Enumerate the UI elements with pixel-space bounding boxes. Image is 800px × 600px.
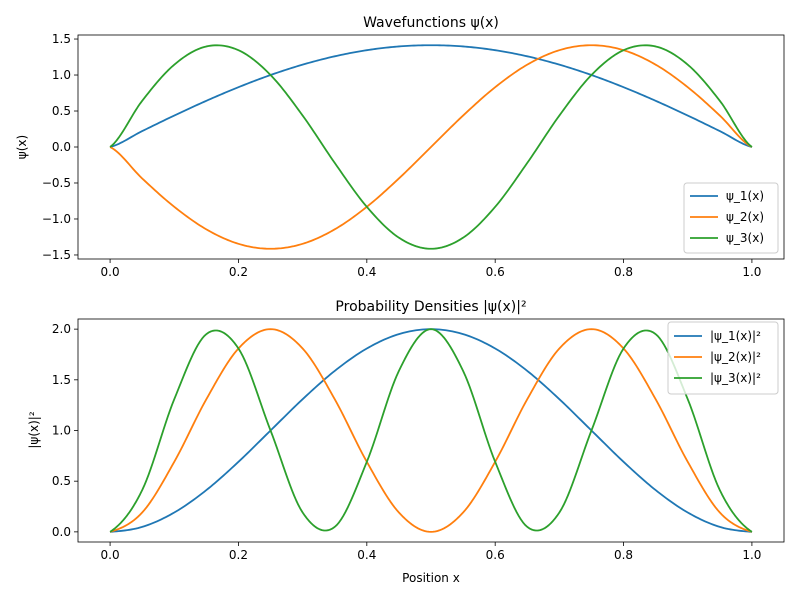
- x-tick-label: 0.4: [357, 548, 376, 562]
- series-density-3: [109, 328, 753, 533]
- y-tick-label: 0.5: [52, 474, 71, 488]
- legend-label-density1: |ψ_1(x)|²: [710, 329, 761, 343]
- y-tick-label: 1.5: [52, 32, 71, 46]
- ticks-layer: 0.0 0.2 0.4 0.6 0.8 1.0 0.0 0.5 1.0 1.5 2.0: [52, 322, 762, 562]
- x-tick-label: 1.0: [742, 265, 761, 279]
- x-tick-label: 0.4: [357, 265, 376, 279]
- series-line: [109, 328, 753, 533]
- y-axis-label: ψ(x): [15, 135, 29, 159]
- series-psi-2: [109, 44, 753, 250]
- legend: ψ_1(x) ψ_2(x) ψ_3(x): [683, 182, 779, 254]
- series-psi-1: [109, 44, 753, 148]
- y-tick-label: 0.0: [52, 140, 71, 154]
- series-line: [109, 44, 753, 148]
- y-axis-label: |ψ(x)|²: [27, 411, 41, 448]
- x-tick-label: 0.8: [614, 265, 633, 279]
- legend-label-psi2: ψ_2(x): [726, 210, 764, 224]
- chart-title: Probability Densities |ψ(x)|²: [335, 299, 526, 315]
- legend-label-psi1: ψ_1(x): [726, 189, 764, 203]
- legend-label-density3: |ψ_3(x)|²: [710, 371, 761, 385]
- legend-label-psi3: ψ_3(x): [726, 231, 764, 245]
- x-tick-label: 1.0: [742, 548, 761, 562]
- axes-frame: [77, 318, 785, 543]
- x-tick-label: 0.6: [486, 548, 505, 562]
- legend-label-density2: |ψ_2(x)|²: [710, 350, 761, 364]
- series-density-2: [109, 328, 753, 533]
- y-tick-label: 1.0: [52, 424, 71, 438]
- x-tick-label: 0.0: [101, 548, 120, 562]
- series-line: [109, 44, 753, 250]
- series-layer: [109, 328, 753, 533]
- ticks-layer: 0.0 0.2 0.4 0.6 0.8 1.0 −1.5 −1.0 −0.5 0.0 0.5 1.0 1…: [42, 32, 762, 279]
- x-tick-label: 0.8: [614, 548, 633, 562]
- legend: |ψ_1(x)|² |ψ_2(x)|² |ψ_3(x)|²: [667, 321, 779, 395]
- y-tick-label: −1.0: [42, 212, 71, 226]
- y-tick-label: 1.5: [52, 373, 71, 387]
- legend-box: [683, 182, 779, 254]
- chart-title: Wavefunctions ψ(x): [363, 15, 499, 31]
- series-line: [109, 328, 753, 533]
- wavefunctions-panel: Wavefunctions ψ(x) ψ(x) 0.0 0.2 0.4 0.6 0.8 1…: [15, 15, 785, 279]
- x-tick-label: 0.0: [101, 265, 120, 279]
- x-axis-label: Position x: [402, 571, 460, 585]
- y-tick-label: −0.5: [42, 176, 71, 190]
- x-tick-label: 0.6: [486, 265, 505, 279]
- y-tick-label: −1.5: [42, 248, 71, 262]
- series-layer: [109, 44, 753, 250]
- y-tick-label: 1.0: [52, 68, 71, 82]
- legend-box: [667, 321, 779, 395]
- x-tick-label: 0.2: [229, 548, 248, 562]
- axes-frame: [77, 34, 785, 260]
- probability-densities-panel: Probability Densities |ψ(x)|² |ψ(x)|² Po…: [27, 299, 785, 585]
- x-tick-label: 0.2: [229, 265, 248, 279]
- y-tick-label: 0.0: [52, 525, 71, 539]
- y-tick-label: 2.0: [52, 322, 71, 336]
- y-tick-label: 0.5: [52, 104, 71, 118]
- series-psi-3: [109, 44, 753, 250]
- series-line: [109, 44, 753, 250]
